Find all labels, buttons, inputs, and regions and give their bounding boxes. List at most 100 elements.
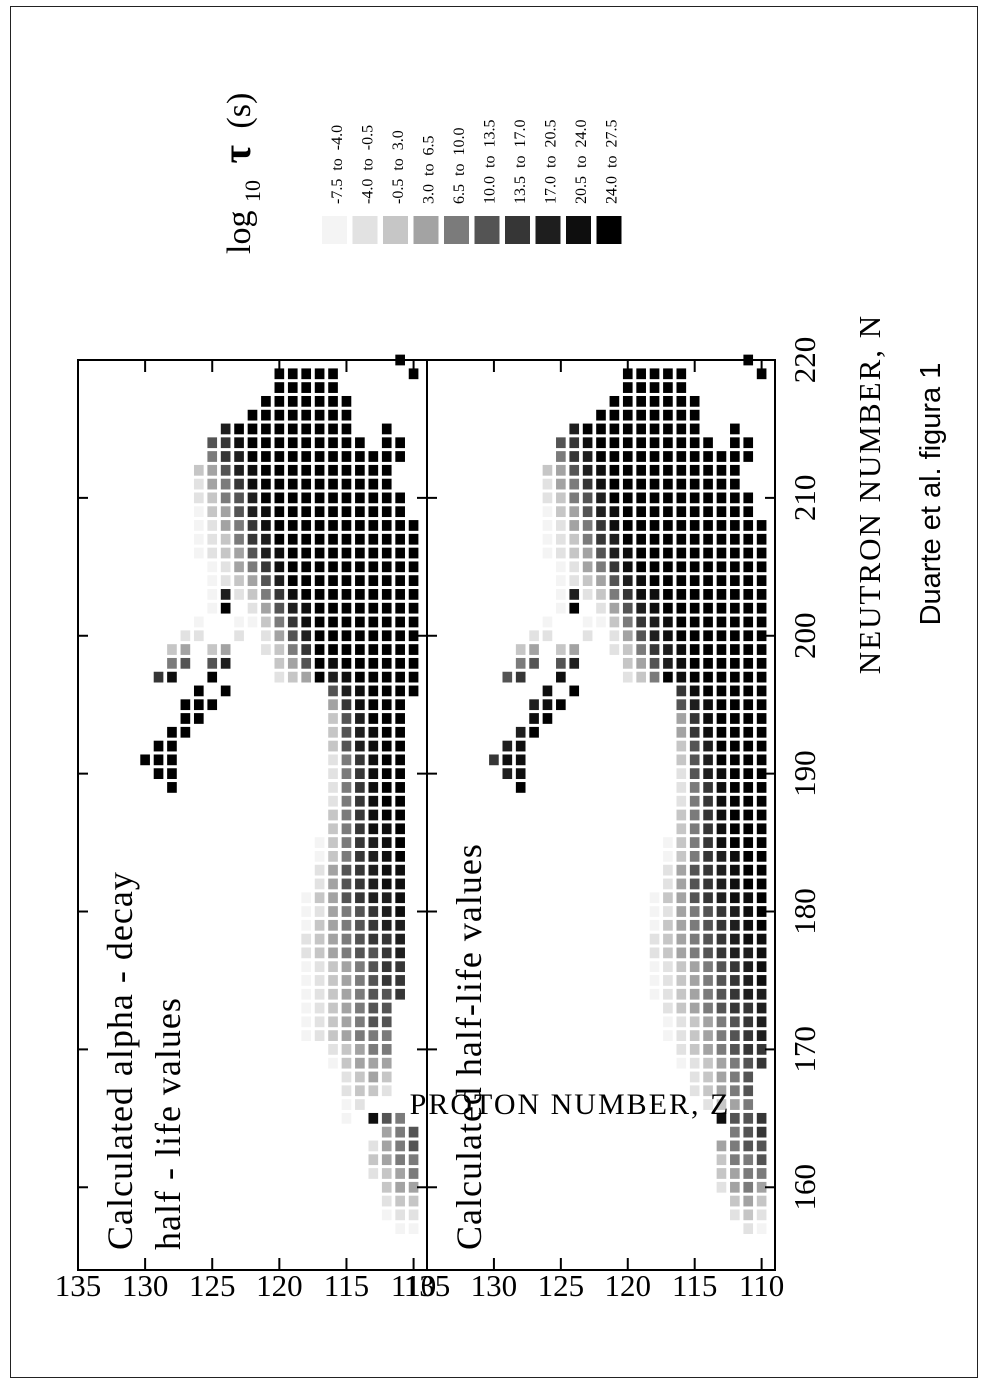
heatmap-cell bbox=[314, 961, 325, 973]
heatmap-cell bbox=[220, 478, 231, 490]
heatmap-cell bbox=[636, 575, 646, 586]
heatmap-cell bbox=[341, 1085, 352, 1097]
heatmap-cell bbox=[301, 520, 312, 531]
heatmap-cell bbox=[395, 492, 405, 504]
heatmap-cell bbox=[743, 671, 754, 683]
heatmap-cell bbox=[355, 726, 365, 738]
heatmap-cell bbox=[716, 616, 727, 628]
heatmap-cell bbox=[261, 589, 271, 600]
heatmap-cell bbox=[609, 395, 620, 407]
heatmap-cell bbox=[314, 616, 325, 628]
heatmap-cell bbox=[368, 740, 379, 752]
heatmap-cell bbox=[355, 533, 365, 545]
heatmap-cell bbox=[689, 602, 700, 614]
heatmap-cell bbox=[247, 561, 258, 573]
legend-title-suffix: (s) bbox=[221, 93, 258, 129]
heatmap-cell bbox=[716, 1140, 727, 1152]
heatmap-cell bbox=[556, 575, 566, 586]
heatmap-cell bbox=[247, 437, 258, 449]
legend-item-label: 3.0 to 6.5 bbox=[421, 136, 438, 204]
heatmap-cell bbox=[676, 575, 687, 586]
heatmap-cell bbox=[207, 699, 218, 711]
heatmap-cell bbox=[274, 492, 285, 504]
heatmap-cell bbox=[489, 754, 499, 766]
heatmap-cell bbox=[395, 947, 405, 959]
heatmap-cell bbox=[395, 533, 405, 545]
heatmap-cell bbox=[328, 533, 338, 545]
heatmap-cell bbox=[689, 451, 700, 462]
heatmap-cell bbox=[328, 1016, 338, 1028]
heatmap-cell bbox=[395, 919, 405, 931]
heatmap-cell bbox=[408, 1195, 419, 1207]
heatmap-cell bbox=[689, 782, 700, 793]
heatmap-cell bbox=[301, 395, 312, 407]
heatmap-cell bbox=[663, 1016, 673, 1028]
heatmap-cell bbox=[649, 988, 660, 1000]
heatmap-cell bbox=[730, 1112, 740, 1124]
heatmap-cell bbox=[756, 368, 767, 380]
heatmap-cell bbox=[730, 520, 740, 531]
heatmap-cell bbox=[301, 575, 312, 586]
heatmap-cell bbox=[207, 464, 218, 476]
heatmap-cell bbox=[355, 561, 365, 573]
legend-swatch bbox=[535, 216, 561, 244]
heatmap-cell bbox=[703, 533, 713, 545]
y-tick-label: 110 bbox=[391, 1268, 436, 1303]
heatmap-cell bbox=[649, 451, 660, 462]
legend-item-label: -4.0 to -0.5 bbox=[360, 125, 377, 204]
heatmap-cell bbox=[328, 961, 338, 973]
heatmap-cell bbox=[381, 437, 392, 449]
heatmap-cell bbox=[716, 547, 727, 559]
heatmap-cell bbox=[287, 671, 298, 683]
heatmap-cell bbox=[716, 713, 727, 724]
heatmap-cell bbox=[234, 520, 244, 531]
heatmap-cell bbox=[314, 630, 325, 642]
heatmap-cell bbox=[676, 630, 687, 642]
heatmap-cell bbox=[703, 451, 713, 462]
heatmap-cell bbox=[703, 1016, 713, 1028]
heatmap-cell bbox=[743, 561, 754, 573]
heatmap-cell bbox=[649, 657, 660, 669]
heatmap-cell bbox=[341, 850, 352, 862]
heatmap-cell bbox=[663, 906, 673, 917]
heatmap-cell bbox=[287, 561, 298, 573]
y-axis-label: PROTON NUMBER, Z bbox=[410, 1088, 731, 1121]
heatmap-cell bbox=[596, 451, 606, 462]
heatmap-cell bbox=[622, 657, 633, 669]
heatmap-cell bbox=[314, 368, 325, 380]
heatmap-cell bbox=[247, 464, 258, 476]
heatmap-cell bbox=[408, 1168, 419, 1179]
heatmap-cell bbox=[301, 368, 312, 380]
heatmap-cell bbox=[261, 409, 271, 421]
heatmap-cell bbox=[395, 754, 405, 766]
heatmap-cell bbox=[207, 506, 218, 518]
heatmap-cell bbox=[355, 850, 365, 862]
heatmap-cell bbox=[743, 1223, 754, 1235]
heatmap-cell bbox=[730, 699, 740, 711]
heatmap-cell bbox=[716, 906, 727, 917]
heatmap-cell bbox=[381, 1140, 392, 1152]
heatmap-cell bbox=[341, 1112, 352, 1124]
heatmap-cell bbox=[247, 506, 258, 518]
heatmap-cell bbox=[689, 919, 700, 931]
heatmap-cell bbox=[703, 988, 713, 1000]
heatmap-cell bbox=[368, 1030, 379, 1041]
heatmap-cell bbox=[756, 1154, 767, 1166]
heatmap-cell bbox=[355, 878, 365, 890]
y-tick-label: 115 bbox=[672, 1268, 717, 1303]
heatmap-cell bbox=[368, 1071, 379, 1083]
heatmap-cell bbox=[596, 464, 606, 476]
heatmap-cell bbox=[676, 1044, 687, 1055]
heatmap-cell bbox=[395, 1195, 405, 1207]
heatmap-cell bbox=[703, 506, 713, 518]
heatmap-cell bbox=[636, 464, 646, 476]
y-tick-label: 135 bbox=[55, 1268, 102, 1303]
heatmap-cell bbox=[636, 423, 646, 435]
heatmap-cell bbox=[395, 1112, 405, 1124]
heatmap-cell bbox=[730, 837, 740, 848]
heatmap-cell bbox=[395, 589, 405, 600]
heatmap-cell bbox=[193, 616, 204, 628]
heatmap-cell bbox=[716, 768, 727, 780]
x-tick-label: 200 bbox=[787, 613, 822, 660]
heatmap-cell bbox=[569, 685, 580, 697]
